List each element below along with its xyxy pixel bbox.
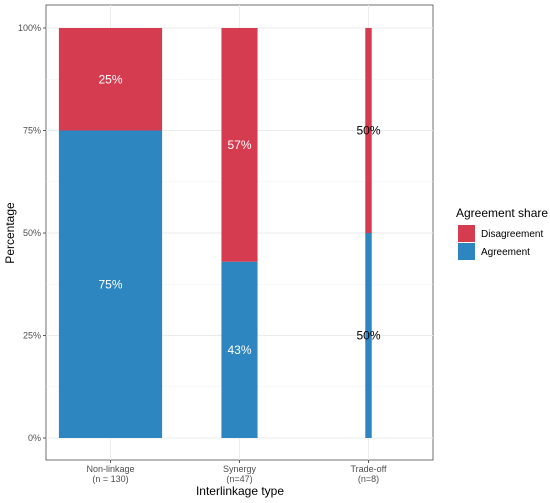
x-tick-label: (n=8) — [358, 474, 379, 484]
x-axis-title: Interlinkage type — [196, 484, 284, 498]
x-tick-label: (n = 130) — [92, 474, 128, 484]
bar-agreement — [365, 233, 372, 438]
bar-agreement — [221, 261, 258, 438]
bar-data-label: 25% — [98, 72, 122, 86]
x-tick-label: Synergy — [223, 464, 257, 474]
bar-data-label: 57% — [227, 138, 251, 152]
legend-key-disagreement — [458, 225, 475, 242]
legend-title: Agreement share — [456, 206, 548, 220]
legend-label: Agreement — [481, 247, 530, 258]
y-axis-title: Percentage — [3, 202, 17, 264]
y-tick-label: 0% — [28, 433, 41, 443]
bar-data-label: 43% — [227, 343, 251, 357]
y-tick-label: 75% — [23, 126, 41, 136]
x-tick-label: (n=47) — [226, 474, 252, 484]
bar-disagreement — [221, 28, 258, 262]
y-tick-label: 100% — [18, 23, 41, 33]
legend-label: Disagreement — [481, 229, 543, 240]
x-tick-label: Non-linkage — [86, 464, 134, 474]
bar-agreement — [58, 130, 163, 438]
y-tick-label: 25% — [23, 331, 41, 341]
data-labels: 75% 25% 43% 57% 50% 50% — [98, 72, 380, 357]
y-tick-label: 50% — [23, 228, 41, 238]
bars — [58, 28, 372, 438]
x-tick-label: Trade-off — [350, 464, 387, 474]
bar-data-label: 50% — [356, 124, 380, 138]
legend: Agreement share Disagreement Agreement — [456, 206, 548, 260]
legend-key-agreement — [458, 243, 475, 260]
bar-disagreement — [365, 28, 372, 233]
x-axis: Non-linkage(n = 130) Synergy(n=47) Trade-o… — [86, 460, 387, 484]
bar-data-label: 50% — [356, 329, 380, 343]
bar-disagreement — [58, 28, 163, 131]
bar-data-label: 75% — [98, 277, 122, 291]
y-axis: 0% 25% 50% 75% 100% — [18, 23, 46, 443]
